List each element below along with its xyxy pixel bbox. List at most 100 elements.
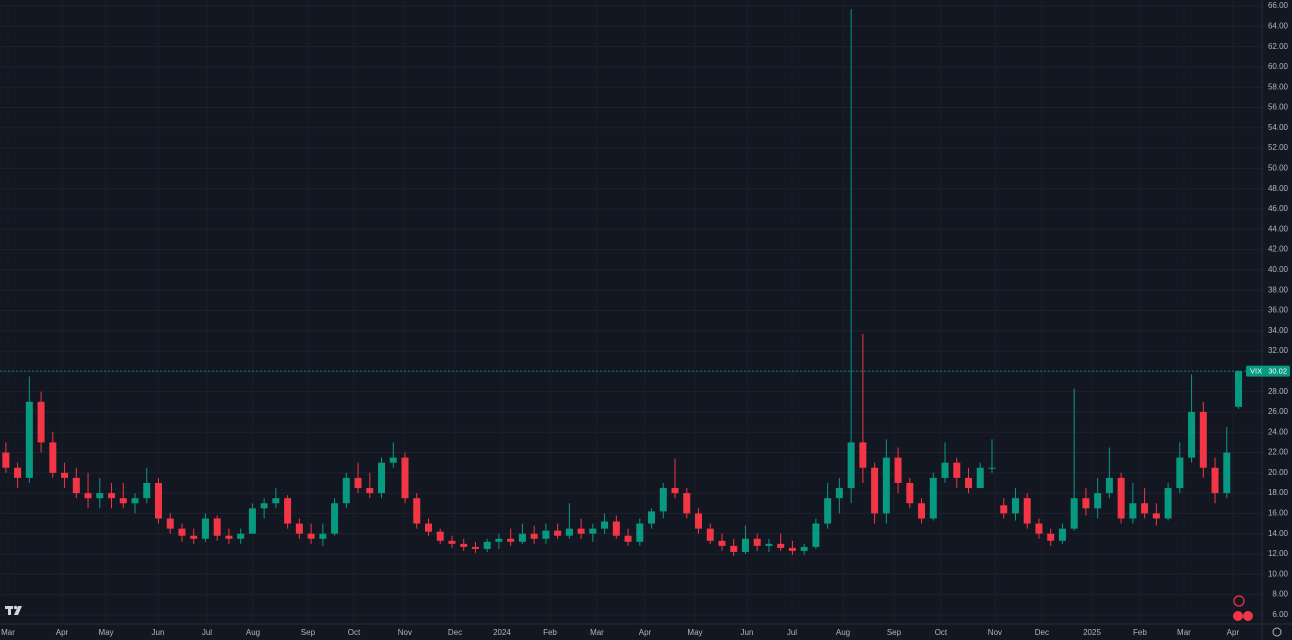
candle-body bbox=[201, 518, 209, 539]
x-tick-label: Mar bbox=[1177, 628, 1191, 637]
y-tick-label: 18.00 bbox=[1268, 488, 1289, 497]
candle-body bbox=[1105, 477, 1113, 494]
candle-body bbox=[1188, 411, 1196, 458]
x-tick-label: Aug bbox=[836, 628, 850, 637]
candle-body bbox=[178, 528, 186, 536]
candle-body bbox=[1164, 488, 1172, 519]
candle-body bbox=[401, 457, 409, 499]
candle-body bbox=[25, 401, 33, 478]
candle-body bbox=[483, 541, 491, 549]
x-tick-label: Jul bbox=[787, 628, 797, 637]
candle-body bbox=[378, 462, 386, 494]
y-tick-label: 56.00 bbox=[1268, 103, 1289, 112]
candle-body bbox=[1211, 467, 1219, 494]
candle-body bbox=[84, 493, 92, 499]
settings-icon[interactable] bbox=[1272, 627, 1282, 637]
candle-body bbox=[1176, 457, 1184, 489]
candle-body bbox=[237, 533, 245, 539]
logo-part bbox=[8, 606, 11, 615]
candle-body bbox=[659, 488, 667, 512]
y-tick-label: 8.00 bbox=[1272, 590, 1288, 599]
candle-body bbox=[1070, 498, 1078, 529]
candle-body bbox=[941, 462, 949, 478]
candle-body bbox=[190, 535, 198, 539]
y-tick-label: 26.00 bbox=[1268, 407, 1289, 416]
candle-body bbox=[929, 477, 937, 519]
y-tick-label: 66.00 bbox=[1268, 1, 1289, 10]
plot-area bbox=[0, 9, 1262, 557]
y-tick-label: 16.00 bbox=[1268, 509, 1289, 518]
y-tick-label: 10.00 bbox=[1268, 569, 1289, 578]
candle-body bbox=[612, 521, 620, 536]
y-tick-label: 52.00 bbox=[1268, 143, 1289, 152]
candle-body bbox=[1152, 513, 1160, 519]
candle-body bbox=[976, 467, 984, 489]
x-tick-label: Sep bbox=[301, 628, 316, 637]
y-tick-label: 36.00 bbox=[1268, 306, 1289, 315]
candle-body bbox=[1035, 523, 1043, 534]
y-tick-label: 24.00 bbox=[1268, 427, 1289, 436]
y-tick-label: 54.00 bbox=[1268, 123, 1289, 132]
candle-body bbox=[319, 533, 327, 539]
y-tick-label: 60.00 bbox=[1268, 62, 1289, 71]
candle-body bbox=[554, 530, 562, 536]
candle-body bbox=[565, 528, 573, 536]
candle-body bbox=[765, 543, 773, 546]
candle-body bbox=[671, 488, 679, 494]
candle-body bbox=[1094, 493, 1102, 509]
y-tick-label: 64.00 bbox=[1268, 21, 1289, 30]
y-tick-label: 14.00 bbox=[1268, 529, 1289, 538]
candle-body bbox=[272, 498, 280, 504]
y-tick-label: 42.00 bbox=[1268, 245, 1289, 254]
candle-body bbox=[1141, 503, 1149, 514]
flag-icon bbox=[1243, 611, 1253, 621]
candle-body bbox=[589, 528, 597, 534]
candle-body bbox=[295, 523, 303, 534]
candle-body bbox=[424, 523, 432, 532]
y-tick-label: 40.00 bbox=[1268, 265, 1289, 274]
candle-body bbox=[1058, 528, 1066, 541]
candle-body bbox=[154, 482, 162, 519]
candle-body bbox=[777, 543, 785, 548]
candle-body bbox=[894, 457, 902, 483]
candle-body bbox=[706, 528, 714, 541]
candle-body bbox=[542, 530, 550, 539]
candle-body bbox=[1023, 498, 1031, 524]
grid bbox=[0, 5, 1262, 616]
y-tick-label: 22.00 bbox=[1268, 448, 1289, 457]
candle-body bbox=[835, 488, 843, 499]
candle-body bbox=[1117, 477, 1125, 519]
x-tick-label: Dec bbox=[1035, 628, 1049, 637]
candle-body bbox=[460, 543, 468, 547]
y-tick-label: 62.00 bbox=[1268, 42, 1289, 51]
x-tick-label: Feb bbox=[543, 628, 557, 637]
x-tick-label: Jul bbox=[202, 628, 212, 637]
x-tick-label: Jun bbox=[152, 628, 165, 637]
y-tick-label: 48.00 bbox=[1268, 184, 1289, 193]
candle-body bbox=[72, 477, 80, 494]
candle-body bbox=[859, 442, 867, 468]
candle-body bbox=[331, 503, 339, 534]
candle-body bbox=[518, 533, 526, 542]
candle-body bbox=[143, 482, 151, 499]
candle-body bbox=[436, 531, 444, 541]
candle-body bbox=[61, 472, 69, 478]
candle-body bbox=[225, 535, 233, 539]
candle-body bbox=[507, 538, 515, 542]
candle-body bbox=[847, 442, 855, 489]
candle-body bbox=[354, 477, 362, 489]
candle-body bbox=[1000, 505, 1008, 514]
candle-body bbox=[366, 488, 374, 494]
y-tick-label: 12.00 bbox=[1268, 549, 1289, 558]
candle-body bbox=[413, 498, 421, 524]
last-price-badge bbox=[1246, 365, 1290, 377]
candle-body bbox=[307, 533, 315, 539]
x-tick-label: May bbox=[98, 628, 113, 637]
candle-body bbox=[448, 540, 456, 544]
candle-body bbox=[108, 493, 116, 499]
candle-body bbox=[1235, 371, 1243, 407]
candle-body bbox=[988, 467, 996, 469]
x-tick-label: Oct bbox=[935, 628, 948, 637]
